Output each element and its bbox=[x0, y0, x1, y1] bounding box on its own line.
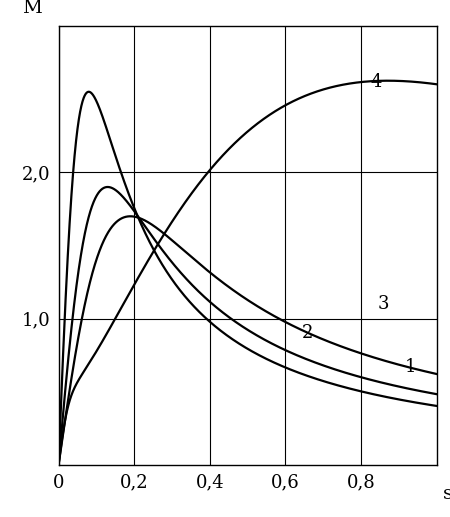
Y-axis label: M: M bbox=[22, 0, 42, 17]
X-axis label: s: s bbox=[443, 485, 450, 503]
Text: 3: 3 bbox=[378, 295, 389, 313]
Text: 2: 2 bbox=[302, 325, 314, 342]
Text: 1: 1 bbox=[404, 358, 416, 376]
Text: 4: 4 bbox=[370, 72, 382, 90]
